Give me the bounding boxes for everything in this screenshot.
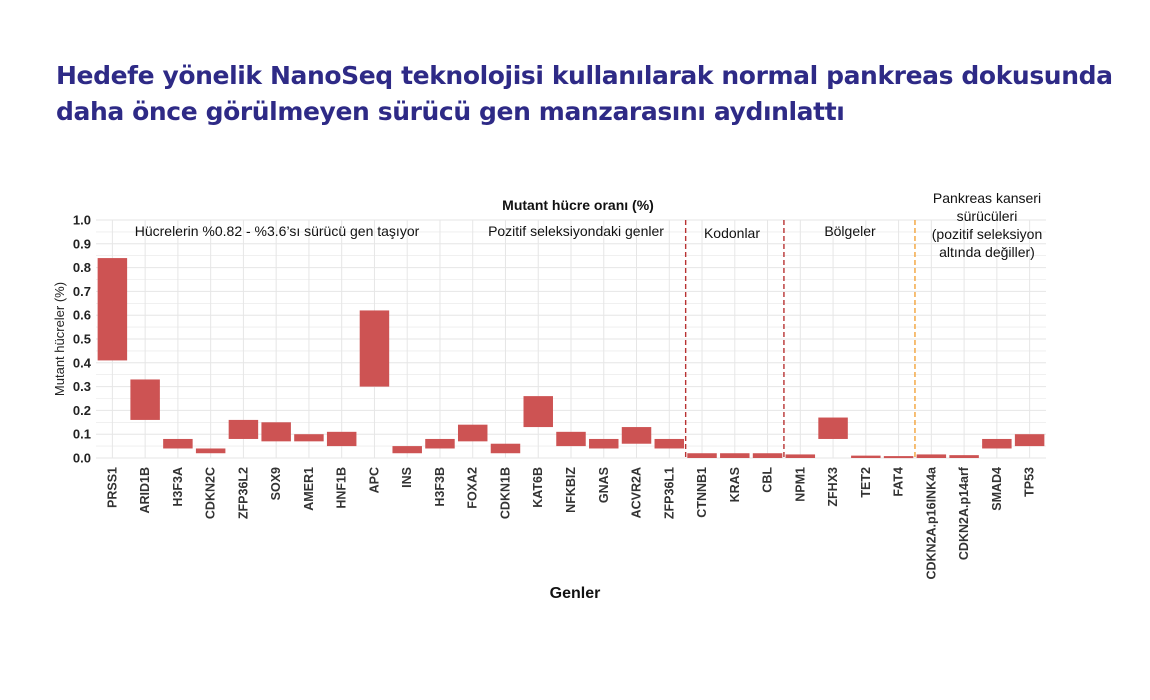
x-tick-label: H3F3A xyxy=(171,467,185,507)
bar-AMER1 xyxy=(294,434,324,442)
x-tick-label: AMER1 xyxy=(302,467,316,511)
bar-H3F3A xyxy=(163,438,193,449)
y-axis-label: Mutant hücreler (%) xyxy=(52,282,67,396)
bar-NFKBIZ xyxy=(556,431,586,447)
y-tick-label: 0.3 xyxy=(73,379,91,394)
bar-ACVR2A xyxy=(621,427,652,444)
bar-ZFHX3 xyxy=(818,417,848,439)
bar-ZFP36L2 xyxy=(228,419,259,439)
bar-CDKN2A.p16INK4a xyxy=(916,454,947,458)
x-tick-label: FAT4 xyxy=(892,467,906,497)
y-tick-label: 0.8 xyxy=(73,260,91,275)
x-tick-label: HNF1B xyxy=(335,467,349,509)
y-tick-label: 0.0 xyxy=(73,451,91,466)
x-axis-ticks: PRSS1 ARID1B H3F3A CDKN2C ZFP36L2 SOX9 AMER1 HN… xyxy=(105,466,1036,580)
x-tick-label: GNAS xyxy=(597,467,611,503)
x-tick-label: CDKN2A.p16INK4a xyxy=(924,466,938,580)
headline-line-2: daha önce görülmeyen sürücü gen manzaras… xyxy=(56,97,845,126)
x-tick-label: INS xyxy=(400,467,414,488)
bar-TET2 xyxy=(851,455,881,458)
y-tick-label: 0.2 xyxy=(73,403,91,418)
headline-line-1: Hedefe yönelik NanoSeq teknolojisi kulla… xyxy=(56,61,1113,90)
bar-TP53 xyxy=(1014,434,1045,447)
bar-ZFP36L1 xyxy=(654,438,685,449)
x-tick-label: CDKN1B xyxy=(498,467,512,519)
x-tick-label: SMAD4 xyxy=(990,467,1004,511)
bar-SOX9 xyxy=(261,422,291,442)
x-tick-label: ZFP36L2 xyxy=(236,467,250,519)
bar-CTNNB1 xyxy=(687,453,717,458)
section-labels: Hücrelerin %0.82 - %3.6’sı sürücü gen ta… xyxy=(135,190,1043,260)
x-tick-label: PRSS1 xyxy=(105,467,119,508)
cancer-driver-note: altında değiller) xyxy=(939,244,1035,260)
x-tick-label: ZFHX3 xyxy=(826,467,840,507)
x-tick-label: KRAS xyxy=(728,467,742,502)
section-label: Bölgeler xyxy=(824,223,876,239)
bar-NPM1 xyxy=(785,454,816,458)
y-tick-label: 0.1 xyxy=(73,427,91,442)
section-label: Pozitif seleksiyondaki genler xyxy=(488,223,664,239)
cancer-driver-note: (pozitif seleksiyon xyxy=(932,226,1043,242)
x-tick-label: CTNNB1 xyxy=(695,467,709,518)
bar-KAT6B xyxy=(523,396,553,428)
section-label: Hücrelerin %0.82 - %3.6’sı sürücü gen ta… xyxy=(135,223,420,239)
y-axis-ticks: 0.0 0.1 0.2 0.3 0.4 0.5 0.6 0.7 0.8 0.9 1.0 xyxy=(73,213,92,466)
gridlines xyxy=(96,219,1046,459)
bar-CBL xyxy=(752,453,783,458)
x-tick-label: NPM1 xyxy=(793,467,807,502)
y-tick-label: 0.4 xyxy=(73,355,92,370)
x-tick-label: CBL xyxy=(761,467,775,493)
x-tick-label: TET2 xyxy=(859,467,873,498)
x-tick-label: APC xyxy=(367,467,381,493)
bar-PRSS1 xyxy=(97,258,128,361)
x-tick-label: KAT6B xyxy=(531,467,545,508)
x-tick-label: NFKBIZ xyxy=(564,467,578,513)
x-tick-label: H3F3B xyxy=(433,467,447,507)
chart-title: Mutant hücre oranı (%) xyxy=(502,197,654,213)
x-tick-label: CDKN2A.p14arf xyxy=(957,466,971,560)
bar-KRAS xyxy=(720,453,750,458)
bar-APC xyxy=(359,310,390,387)
y-tick-label: 0.5 xyxy=(73,332,91,347)
x-tick-label: ZFP36L1 xyxy=(662,467,676,519)
bar-H3F3B xyxy=(425,438,455,449)
bar-HNF1B xyxy=(326,431,357,447)
bar-ARID1B xyxy=(130,379,160,420)
section-label: Kodonlar xyxy=(704,225,760,241)
x-tick-label: ACVR2A xyxy=(630,467,644,518)
y-tick-label: 0.6 xyxy=(73,308,91,323)
bars xyxy=(97,258,1045,459)
x-tick-label: ARID1B xyxy=(138,467,152,514)
y-tick-label: 1.0 xyxy=(73,213,91,228)
bar-FAT4 xyxy=(883,456,914,459)
headline: Hedefe yönelik NanoSeq teknolojisi kulla… xyxy=(56,58,1116,130)
cancer-driver-note: Pankreas kanseri xyxy=(933,190,1041,206)
x-tick-label: CDKN2C xyxy=(204,467,218,519)
bar-INS xyxy=(392,446,422,454)
bar-CDKN1B xyxy=(490,443,521,454)
bar-FOXA2 xyxy=(457,424,488,442)
bar-CDKN2A.p14arf xyxy=(949,455,979,458)
x-tick-label: SOX9 xyxy=(269,467,283,500)
x-tick-label: FOXA2 xyxy=(466,467,480,509)
y-tick-label: 0.9 xyxy=(73,236,91,251)
x-axis-label: Genler xyxy=(550,585,601,602)
cancer-driver-note: sürücüleri xyxy=(957,208,1018,224)
y-tick-label: 0.7 xyxy=(73,284,91,299)
bar-SMAD4 xyxy=(982,438,1012,449)
bar-GNAS xyxy=(589,438,619,449)
bar-CDKN2C xyxy=(195,448,226,454)
x-tick-label: TP53 xyxy=(1023,467,1037,497)
